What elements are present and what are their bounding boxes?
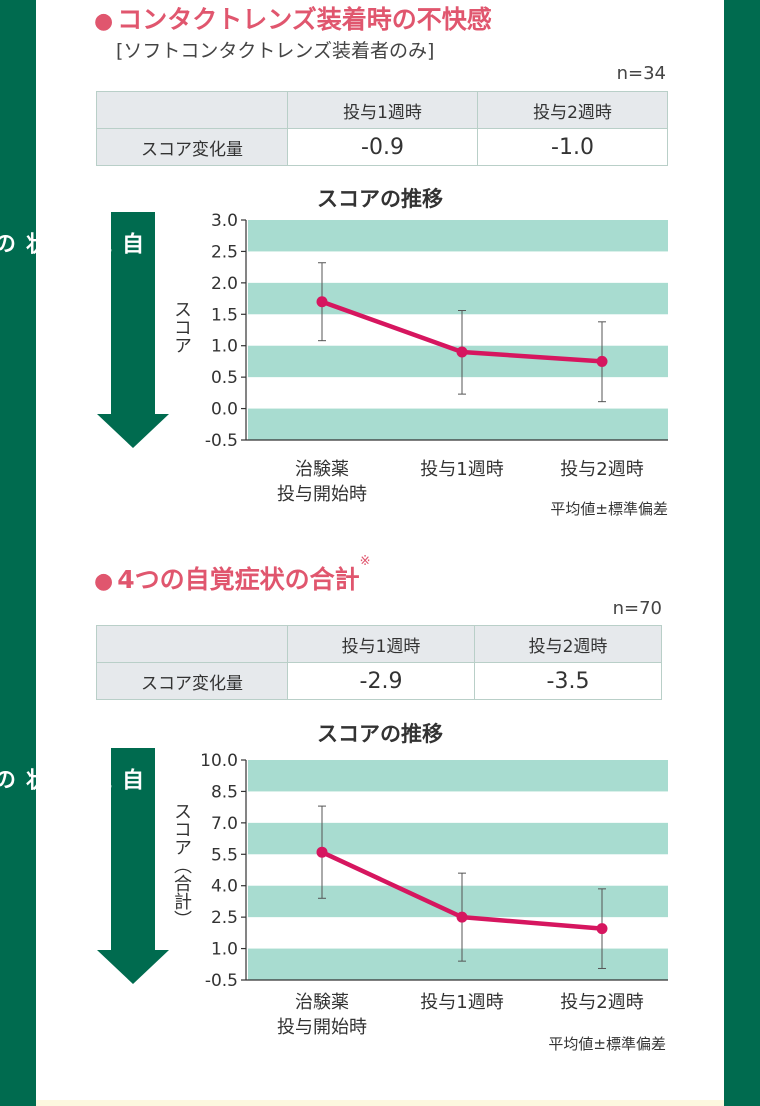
score-chart-1: 3.0 2.5 2.0 1.5 1.0 0.5 0.0 -0.5	[205, 211, 668, 451]
bullet-dot-icon: ●	[94, 9, 114, 34]
y-tick-label: 2.5	[211, 242, 238, 262]
chart-title: スコアの推移	[317, 722, 443, 746]
y-tick-label: -0.5	[205, 971, 238, 991]
footer-strip	[36, 1100, 724, 1106]
x-category-label: 投与2週時	[560, 992, 644, 1013]
score-chart-2: 10.0 8.5 7.0 5.5 4.0 2.5 1.0 -0.5	[200, 751, 668, 991]
data-point	[456, 346, 468, 358]
improvement-arrow-label: 自覚症状の改善	[0, 232, 143, 255]
footnote-mark: ※	[359, 554, 371, 569]
table-header-row: 投与1週時 投与2週時	[96, 625, 662, 663]
y-tick-label: -0.5	[205, 431, 238, 451]
y-tick-label: 10.0	[200, 751, 238, 771]
grid-band	[248, 282, 668, 315]
data-point	[316, 846, 328, 858]
chart-title: スコアの推移	[317, 187, 443, 211]
improvement-arrow-label: 自覚症状の改善	[0, 768, 143, 791]
sample-size: n=70	[612, 598, 662, 619]
y-axis-label: スコア（合計）	[171, 802, 192, 928]
table-value-week2: -3.5	[474, 662, 662, 700]
grid-band	[248, 408, 668, 440]
table-value-week1: -2.9	[287, 662, 475, 700]
improvement-arrow-icon	[97, 748, 169, 984]
improvement-arrow-icon	[97, 212, 169, 448]
score-change-table: 投与1週時 投与2週時 スコア変化量 -2.9 -3.5	[96, 625, 662, 700]
x-category-label: 治験薬 投与開始時	[277, 992, 367, 1038]
y-tick-label: 1.0	[211, 940, 238, 960]
table-value-week1: -0.9	[287, 128, 478, 166]
table-row-label: スコア変化量	[96, 662, 288, 700]
table-row: スコア変化量 -0.9 -1.0	[96, 128, 668, 166]
error-bar-note: 平均値±標準偏差	[550, 500, 668, 518]
y-tick-label: 2.0	[211, 274, 238, 294]
grid-band	[248, 760, 668, 792]
y-tick-label: 2.5	[211, 908, 238, 928]
section-title: ● 4つの自覚症状の合計※	[94, 554, 371, 594]
table-row-label: スコア変化量	[96, 128, 288, 166]
y-tick-label: 7.0	[211, 814, 238, 834]
y-tick-label: 1.0	[211, 337, 238, 357]
error-bar-note: 平均値±標準偏差	[548, 1035, 666, 1053]
table-value-week2: -1.0	[477, 128, 668, 166]
content-panel: ● コンタクトレンズ装着時の不快感 [ソフトコンタクトレンズ装着者のみ] n=34…	[0, 0, 724, 1106]
table-header-week2: 投与2週時	[474, 625, 662, 663]
table-corner-cell	[96, 91, 288, 129]
data-point	[316, 296, 328, 308]
table-row: スコア変化量 -2.9 -3.5	[96, 662, 662, 700]
y-tick-label: 0.0	[211, 400, 238, 420]
grid-band	[248, 948, 668, 980]
grid-band	[248, 885, 668, 918]
y-axis-label: スコア	[171, 300, 192, 354]
table-header-week1: 投与1週時	[287, 91, 478, 129]
x-category-label: 治験薬 投与開始時	[277, 459, 367, 505]
y-tick-label: 0.5	[211, 368, 238, 388]
table-header-week1: 投与1週時	[287, 625, 475, 663]
table-corner-cell	[96, 625, 288, 663]
score-change-table: 投与1週時 投与2週時 スコア変化量 -0.9 -1.0	[96, 91, 668, 166]
table-header-row: 投与1週時 投与2週時	[96, 91, 668, 129]
x-category-label: 投与1週時	[420, 459, 504, 480]
section-title: ● コンタクトレンズ装着時の不快感	[94, 5, 492, 34]
table-header-week2: 投与2週時	[477, 91, 668, 129]
y-tick-label: 8.5	[211, 782, 238, 802]
sample-size: n=34	[616, 63, 666, 84]
data-point	[596, 355, 608, 367]
x-category-label: 投与2週時	[560, 459, 644, 480]
y-tick-label: 1.5	[211, 305, 238, 325]
y-tick-label: 4.0	[211, 877, 238, 897]
grid-band	[248, 220, 668, 252]
y-tick-label: 3.0	[211, 211, 238, 231]
y-tick-label: 5.5	[211, 845, 238, 865]
x-category-label: 投与1週時	[420, 992, 504, 1013]
bullet-dot-icon: ●	[94, 569, 114, 594]
data-point	[456, 911, 468, 923]
grid-band	[248, 822, 668, 855]
section-subtitle: [ソフトコンタクトレンズ装着者のみ]	[116, 40, 435, 62]
data-point	[596, 923, 608, 935]
